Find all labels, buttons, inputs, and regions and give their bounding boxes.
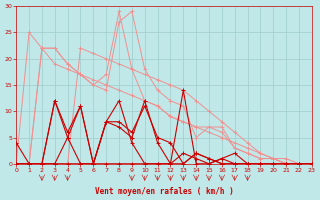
X-axis label: Vent moyen/en rafales ( km/h ): Vent moyen/en rafales ( km/h ) [95,187,233,196]
